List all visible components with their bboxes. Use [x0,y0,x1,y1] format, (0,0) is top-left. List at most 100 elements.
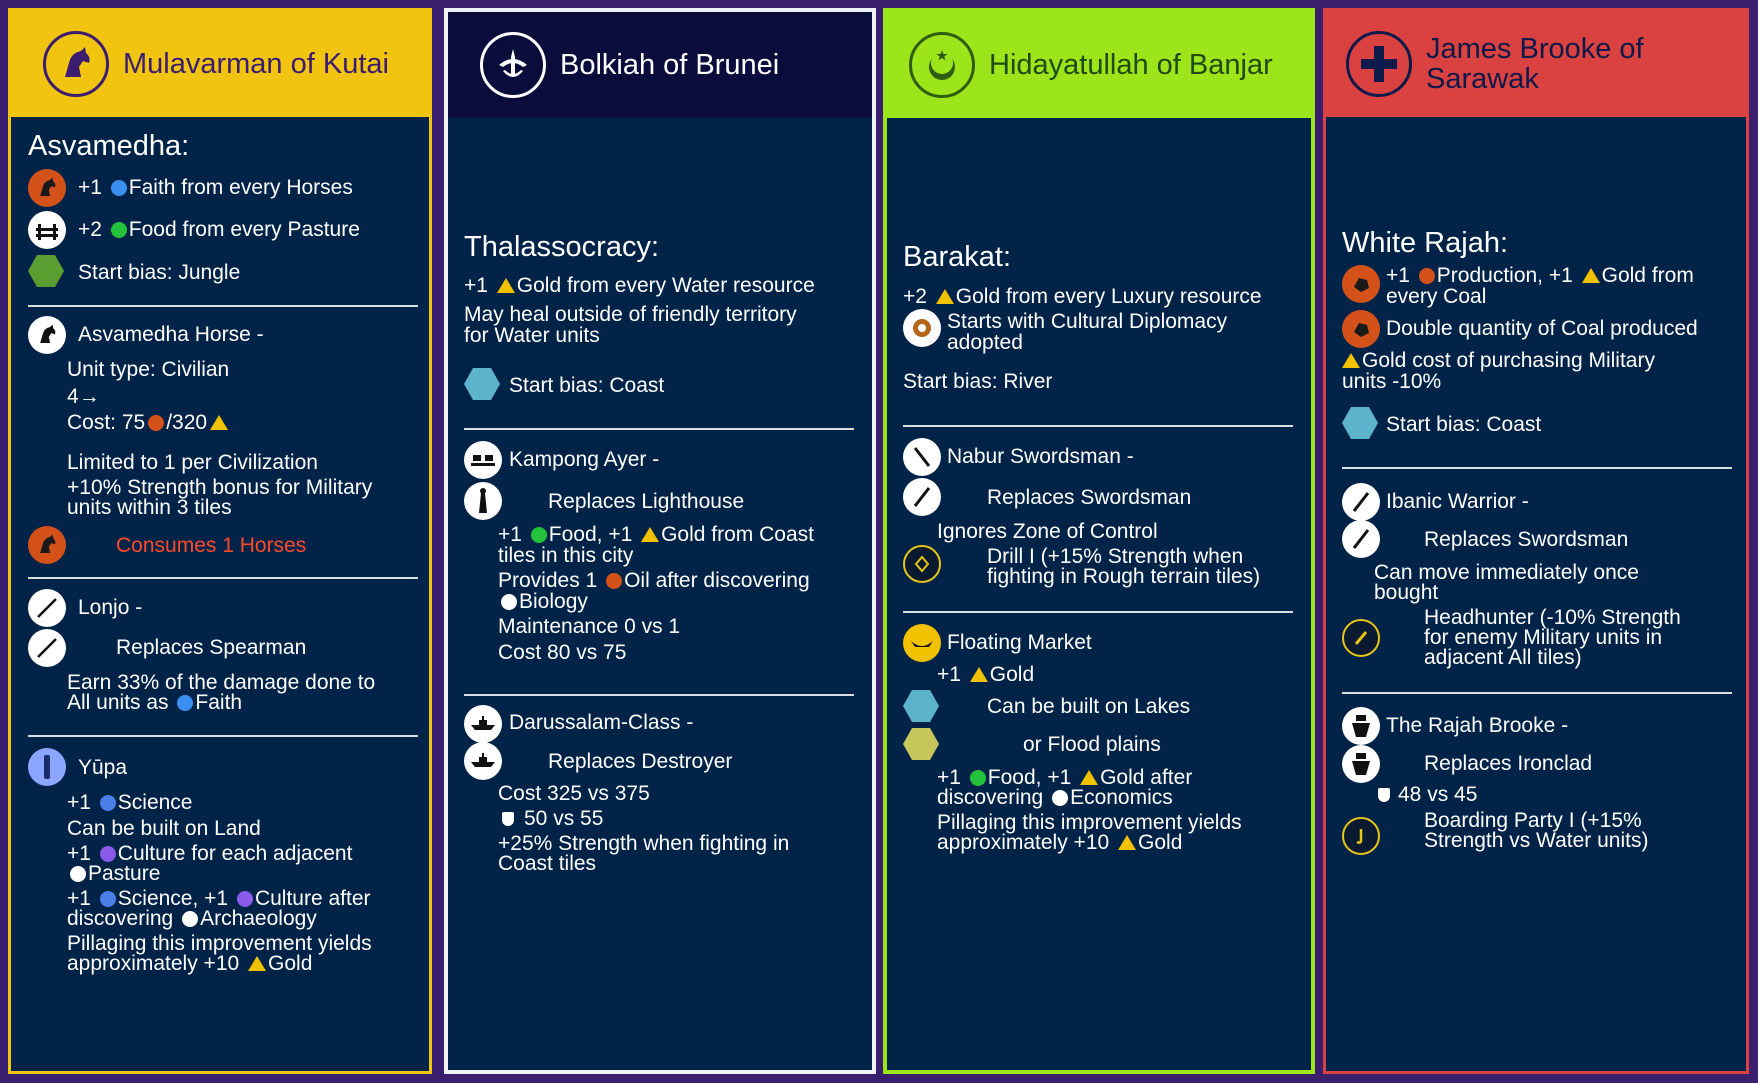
leader-name: Bolkiah of Brunei [560,49,780,81]
start-bias: Start bias: Coast [1386,413,1542,436]
card-header-brunei: Bolkiah of Brunei [448,12,872,118]
flood-plains-tile-icon [903,728,939,760]
horse-head-icon [28,316,66,354]
lighthouse-icon [464,482,502,520]
ability-line: units -10% [1342,370,1442,393]
improvement-yield: +1 Science [67,791,193,814]
replaces-unit: Replaces Ironclad [1424,752,1593,775]
unique-unit-name: Asvamedha Horse - [78,323,264,346]
unit-promotion: Strength vs Water units) [1424,829,1649,852]
unit-promotion: fighting in Rough terrain tiles) [987,565,1261,588]
improvement-tech-yield: +1 Food, +1 Gold after [937,766,1193,789]
coast-tile-icon [1342,407,1378,439]
ability-line: May heal outside of friendly territory [464,303,797,326]
start-bias: Start bias: Coast [509,374,665,397]
unit-cost: Cost: 75/320 [67,411,230,434]
unique-unit-name: Nabur Swordsman - [947,445,1134,468]
pillage-yield: Pillaging this improvement yields [937,811,1242,834]
gold-icon [496,278,515,293]
unit-type: Unit type: Civilian [67,358,230,381]
replaces-unit: Replaces Spearman [116,636,307,659]
pasture-icon [70,866,86,882]
spear-icon [28,629,66,667]
science-icon [99,891,116,907]
ironclad-icon [1342,707,1380,745]
unit-strength: 50 vs 55 [498,807,603,830]
civ-card-sarawak: James Brooke of Sarawak White Rajah: +1 … [1323,8,1749,1074]
gold-icon [935,289,954,304]
pillar-icon [28,748,66,786]
ability-line: Gold cost of purchasing Military [1342,349,1655,372]
ability-line-faith: +1 Faith from every Horses [78,176,353,199]
unique-unit-name: The Rajah Brooke - [1386,714,1569,737]
unique-improvement-name: Floating Market [947,631,1092,654]
unit-bonus: units within 3 tiles [67,496,232,519]
unique-building-name: Kampong Ayer - [509,448,660,471]
building-resource: Provides 1 Oil after discovering [498,569,810,592]
unique-unit-name: Darussalam-Class - [509,711,694,734]
gold-icon [969,667,988,682]
horse-head-icon [43,31,109,97]
ironclad-icon [1342,745,1380,783]
unit-bonus: +10% Strength bonus for Military [67,476,373,499]
building-cost: Cost 80 vs 75 [498,641,627,664]
ability-line: +1 Gold from every Water resource [464,274,815,297]
building-yield: +1 Food, +1 Gold from Coast [498,523,814,546]
unit-promotion: Boarding Party I (+15% [1424,809,1642,832]
ability-title: Asvamedha: [28,130,190,162]
unit-effect: bought [1374,581,1439,604]
faith-icon [110,180,127,196]
ability-title: White Rajah: [1342,227,1509,259]
boat-gold-icon [903,624,941,662]
unique-unit-name: Lonjo - [78,596,143,619]
archaeology-icon [182,911,199,927]
unit-cost: Cost 325 vs 375 [498,782,650,805]
divider [1342,692,1732,694]
gold-icon [641,527,660,542]
warship-icon [464,705,502,743]
gold-icon [1118,835,1137,850]
improvement-yield: Pasture [67,862,160,885]
lake-tile-icon [903,690,939,722]
gold-icon [248,956,267,971]
replaces-unit: Replaces Destroyer [548,750,733,773]
production-icon [1418,268,1435,284]
divider [28,735,418,737]
movement-arrow-icon: → [78,385,100,408]
gold-icon [1581,268,1600,283]
unit-promotion: adjacent All tiles) [1424,646,1582,669]
ability-line-food: +2 Food from every Pasture [78,218,360,241]
ability-title: Thalassocracy: [464,231,660,263]
food-icon [110,222,127,238]
gold-icon [1080,770,1099,785]
improvement-yield: +1 Gold [937,663,1035,686]
consumes-resource: Consumes 1 Horses [116,534,307,557]
unit-effect: Coast tiles [498,852,597,875]
food-icon [530,527,547,543]
unit-promotion: Drill I (+15% Strength when [987,545,1244,568]
start-bias: Start bias: Jungle [78,261,241,284]
divider [903,611,1293,613]
spear-icon [28,589,66,627]
horse-resource-icon [28,169,66,207]
improvement-placement: Can be built on Land [67,817,261,840]
building-yield: tiles in this city [498,544,634,567]
replaces-building: Replaces Lighthouse [548,490,745,513]
unit-effect: All units as Faith [67,691,243,714]
card-header-banjar: Hidayatullah of Banjar [887,12,1311,118]
science-icon [99,795,116,811]
pillage-yield: approximately +10 Gold [937,831,1183,854]
shield-icon [502,812,514,826]
replaces-unit: Replaces Swordsman [1424,528,1629,551]
divider [464,428,854,430]
ability-line: +2 Gold from every Luxury resource [903,285,1262,308]
warship-icon [464,742,502,780]
culture-icon [99,846,116,862]
unit-movement: 4→ [67,385,100,408]
unit-promotion: Headhunter (-10% Strength [1424,606,1681,629]
unit-effect: Ignores Zone of Control [937,520,1158,543]
leader-name: Mulavarman of Kutai [123,48,389,80]
improvement-tech: discovering Archaeology [67,907,317,930]
unit-promotion: for enemy Military units in [1424,626,1663,649]
biology-icon [501,594,517,610]
